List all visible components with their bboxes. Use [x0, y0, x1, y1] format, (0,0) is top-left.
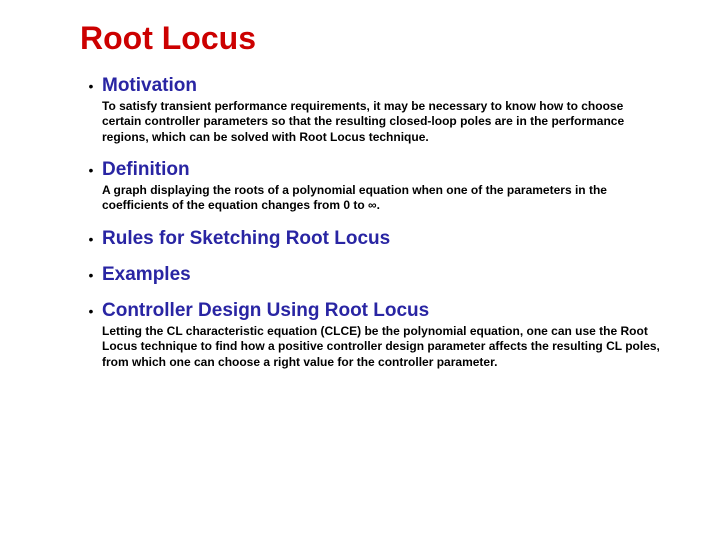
bullet-item: •Examples — [80, 264, 660, 286]
bullet-list: •MotivationTo satisfy transient performa… — [80, 75, 660, 370]
bullet-body: To satisfy transient performance require… — [80, 99, 660, 145]
bullet-row: •Controller Design Using Root Locus — [80, 300, 660, 322]
bullet-dot-icon: • — [80, 304, 102, 318]
bullet-body: Letting the CL characteristic equation (… — [80, 324, 660, 370]
bullet-dot-icon: • — [80, 232, 102, 246]
slide-title: Root Locus — [80, 20, 660, 57]
bullet-row: •Rules for Sketching Root Locus — [80, 228, 660, 250]
bullet-dot-icon: • — [80, 79, 102, 93]
bullet-heading: Rules for Sketching Root Locus — [102, 228, 390, 250]
bullet-item: •Controller Design Using Root LocusLetti… — [80, 300, 660, 370]
bullet-row: •Examples — [80, 264, 660, 286]
bullet-heading: Controller Design Using Root Locus — [102, 300, 429, 322]
bullet-dot-icon: • — [80, 163, 102, 177]
bullet-heading: Examples — [102, 264, 191, 286]
bullet-heading: Motivation — [102, 75, 197, 97]
bullet-dot-icon: • — [80, 268, 102, 282]
slide: Root Locus •MotivationTo satisfy transie… — [0, 0, 720, 540]
bullet-item: •Rules for Sketching Root Locus — [80, 228, 660, 250]
bullet-heading: Definition — [102, 159, 190, 181]
bullet-body: A graph displaying the roots of a polyno… — [80, 183, 660, 214]
bullet-row: •Motivation — [80, 75, 660, 97]
bullet-row: •Definition — [80, 159, 660, 181]
bullet-item: •MotivationTo satisfy transient performa… — [80, 75, 660, 145]
bullet-item: •DefinitionA graph displaying the roots … — [80, 159, 660, 214]
